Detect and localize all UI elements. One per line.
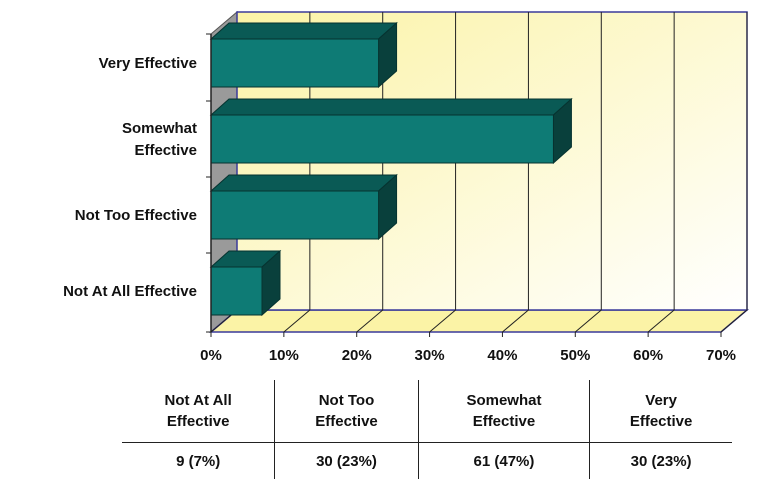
gridline-floor bbox=[429, 309, 456, 333]
x-tick-label: 60% bbox=[633, 347, 663, 364]
bar-top bbox=[209, 174, 398, 192]
bar-front bbox=[210, 190, 380, 240]
summary-header-cell: Not At All Effective bbox=[164, 392, 232, 430]
category-label: Not Too Effective bbox=[75, 207, 197, 224]
summary-table: Not At All Effective Not Too Effective Som… bbox=[122, 380, 732, 479]
bar bbox=[209, 97, 573, 165]
summary-value-cell: 30 (23%) bbox=[274, 442, 419, 479]
summary-header-row: Not At All Effective Not Too Effective Som… bbox=[122, 380, 732, 443]
bar-front bbox=[210, 114, 554, 164]
summary-value-cell: 61 (47%) bbox=[417, 442, 590, 479]
gridline-floor bbox=[356, 309, 384, 333]
summary-value-cell: 30 (23%) bbox=[589, 442, 732, 479]
x-tick-label: 20% bbox=[342, 347, 372, 364]
gridline-floor bbox=[720, 309, 748, 333]
bar-chart: 0% 10% 20% 30% 40% 50% 60% 70% Very Effective So… bbox=[63, 10, 750, 364]
bar-front bbox=[210, 266, 263, 316]
x-tick-label: 0% bbox=[200, 347, 222, 364]
category-label: Not At All Effective bbox=[63, 283, 197, 300]
category-label-line: Somewhat bbox=[122, 120, 197, 137]
bar bbox=[209, 173, 398, 241]
category-label: Very Effective bbox=[99, 55, 197, 72]
bars bbox=[209, 21, 573, 317]
summary-value-cell: 9 (7%) bbox=[122, 442, 275, 479]
plot-floor bbox=[208, 309, 750, 333]
gridline-floor bbox=[647, 309, 675, 333]
summary-header-cell: Not Too Effective bbox=[274, 380, 419, 443]
summary-header-cell: Very Effective bbox=[589, 380, 732, 443]
summary-value-row: 9 (7%) 30 (23%) 61 (47%) 30 (23%) bbox=[122, 442, 732, 479]
x-tick-label: 10% bbox=[269, 347, 299, 364]
category-label-line: Very Effective bbox=[99, 55, 197, 72]
bar-front bbox=[210, 38, 380, 88]
bar-top bbox=[209, 98, 573, 116]
category-label: Somewhat Effective bbox=[122, 120, 197, 159]
x-tick-label: 30% bbox=[415, 347, 445, 364]
category-labels: Very Effective Somewhat Effective Not Too E… bbox=[63, 55, 197, 300]
x-tick-label: 50% bbox=[560, 347, 590, 364]
bar-top bbox=[209, 22, 398, 40]
x-tick-label: 40% bbox=[487, 347, 517, 364]
x-tick-label: 70% bbox=[706, 347, 736, 364]
gridline-floor bbox=[502, 309, 529, 333]
category-label-line: Not Too Effective bbox=[75, 207, 197, 224]
bar bbox=[209, 21, 398, 89]
x-axis-ticks: 0% 10% 20% 30% 40% 50% 60% 70% bbox=[200, 33, 736, 364]
gridline-floor bbox=[574, 309, 602, 333]
summary-header-cell: Somewhat Effective bbox=[417, 380, 590, 443]
bar bbox=[209, 249, 282, 317]
gridline-floor bbox=[283, 309, 311, 333]
category-label-line: Not At All Effective bbox=[63, 283, 197, 300]
category-label-line: Effective bbox=[134, 142, 197, 159]
